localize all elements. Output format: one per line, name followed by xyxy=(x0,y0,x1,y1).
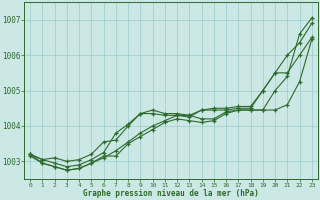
X-axis label: Graphe pression niveau de la mer (hPa): Graphe pression niveau de la mer (hPa) xyxy=(83,189,259,198)
